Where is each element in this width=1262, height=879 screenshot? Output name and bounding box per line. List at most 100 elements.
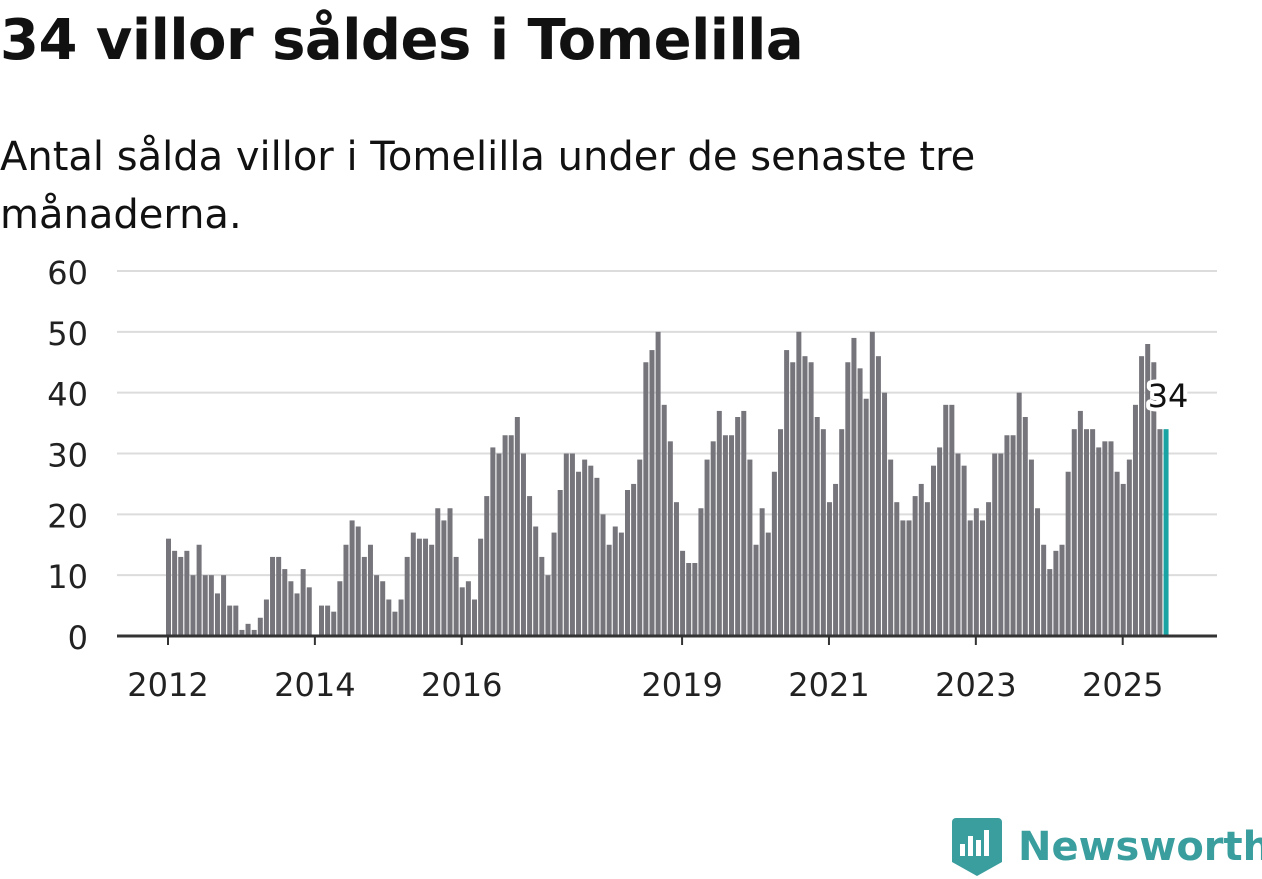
bar [912,496,918,636]
bar [747,459,753,636]
bar [612,526,618,636]
bar [361,556,367,636]
bar [784,350,790,636]
bar [343,544,349,636]
bar [1028,459,1034,636]
bar [398,599,404,636]
bar [796,331,802,636]
bar [380,581,386,636]
bar [423,538,429,636]
bar [606,544,612,636]
bar [569,453,575,636]
highlight-value-label: 34 [1148,377,1189,415]
bar-layer [166,331,1169,636]
bar [692,563,698,636]
bar [931,465,936,636]
bar [233,605,239,636]
chart-title: 34 villor såldes i Tomelilla [0,8,804,73]
bar [1016,392,1022,636]
bar [1053,550,1059,636]
bar [967,520,973,636]
bar [949,404,955,636]
bar [765,532,771,636]
bar [453,556,459,636]
bar [478,538,484,636]
bar [490,447,496,636]
bar [208,575,214,636]
bar [270,556,276,636]
bar [1139,356,1145,636]
grid-layer [117,270,1217,577]
bar [900,520,906,636]
bar [435,508,441,636]
bar [1108,441,1114,636]
bar [520,453,526,636]
bar [465,581,471,636]
bar [875,356,881,636]
bar [288,581,294,636]
bar [557,490,563,636]
chart-subtitle: Antal sålda villor i Tomelilla under de … [0,134,976,238]
bar [355,526,361,636]
bar [576,471,582,636]
y-tick-label: 30 [47,437,88,475]
x-tick-label: 2012 [127,666,208,704]
bar [1041,544,1047,636]
bar [1047,569,1053,636]
bar [484,496,490,636]
x-tick-label: 2025 [1082,666,1163,704]
bar [1151,362,1157,636]
bar [857,368,863,636]
bar [710,441,716,636]
bar [729,435,735,636]
bar [790,362,796,636]
bar [533,526,539,636]
bar [686,563,692,636]
bar [1035,508,1041,636]
bar [759,508,765,636]
bar [649,350,655,636]
bar [600,514,606,636]
bar [979,520,985,636]
bar [998,453,1004,636]
bar [539,556,545,636]
bar [214,593,220,636]
bar [820,429,826,636]
bar [221,575,227,636]
bar [196,544,202,636]
bar [918,483,924,636]
y-tick-label: 10 [47,558,88,596]
bar [294,593,300,636]
bar [527,496,533,636]
bar [1004,435,1010,636]
bar [1071,429,1077,636]
bar [716,410,722,636]
bar [472,599,477,636]
bar [282,569,288,636]
bar [808,362,814,636]
bar [1145,344,1151,636]
bar [429,544,435,636]
bar [618,532,624,636]
bar [655,331,661,636]
bar [1010,435,1016,636]
newsworthy-wordmark: Newsworthy [1018,824,1262,870]
bar [771,471,777,636]
bar [802,356,808,636]
bar-chart: 0 10 20 30 40 50 60 2012 2014 2016 2019 2021 2023 202… [47,254,1217,704]
bar [300,569,306,636]
bar [1022,417,1028,636]
bar [325,605,331,636]
bar [955,453,961,636]
newsworthy-logo: Newsworthy [952,818,1262,876]
y-tick-label: 40 [47,376,88,414]
bar [992,453,998,636]
bar [367,544,373,636]
bar [1126,459,1132,636]
y-tick-label: 0 [68,619,88,657]
bar [894,502,900,636]
x-tick-label: 2021 [788,666,869,704]
x-tick-label: 2014 [274,666,355,704]
bar [251,629,257,636]
bar [374,575,380,636]
